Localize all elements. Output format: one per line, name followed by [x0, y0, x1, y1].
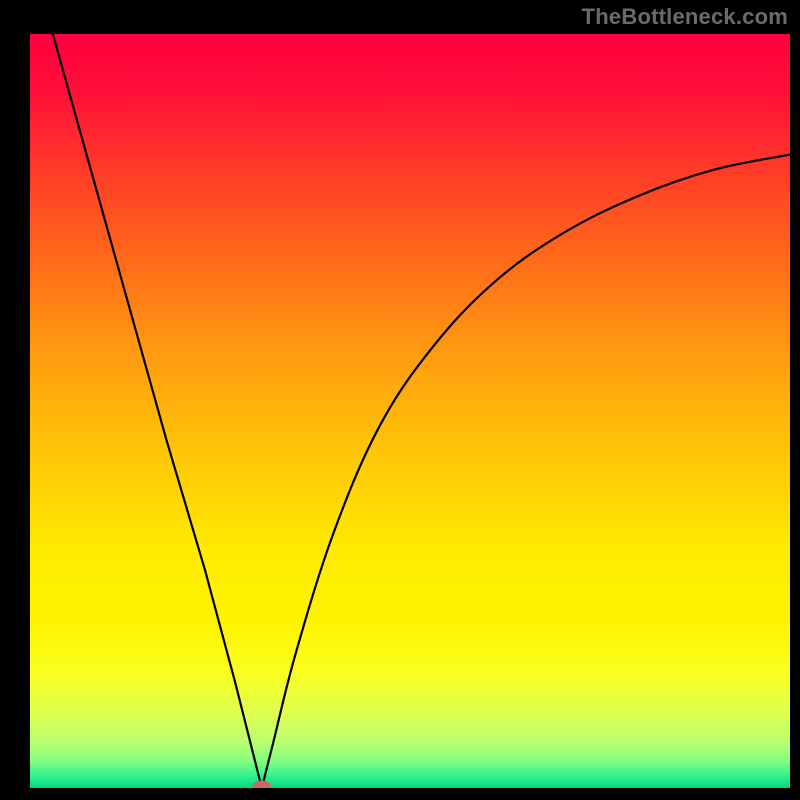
watermark-text: TheBottleneck.com [582, 4, 788, 30]
chart-frame: TheBottleneck.com [0, 0, 800, 800]
gradient-background [30, 34, 790, 788]
plot-area [30, 34, 790, 788]
chart-svg [30, 34, 790, 788]
